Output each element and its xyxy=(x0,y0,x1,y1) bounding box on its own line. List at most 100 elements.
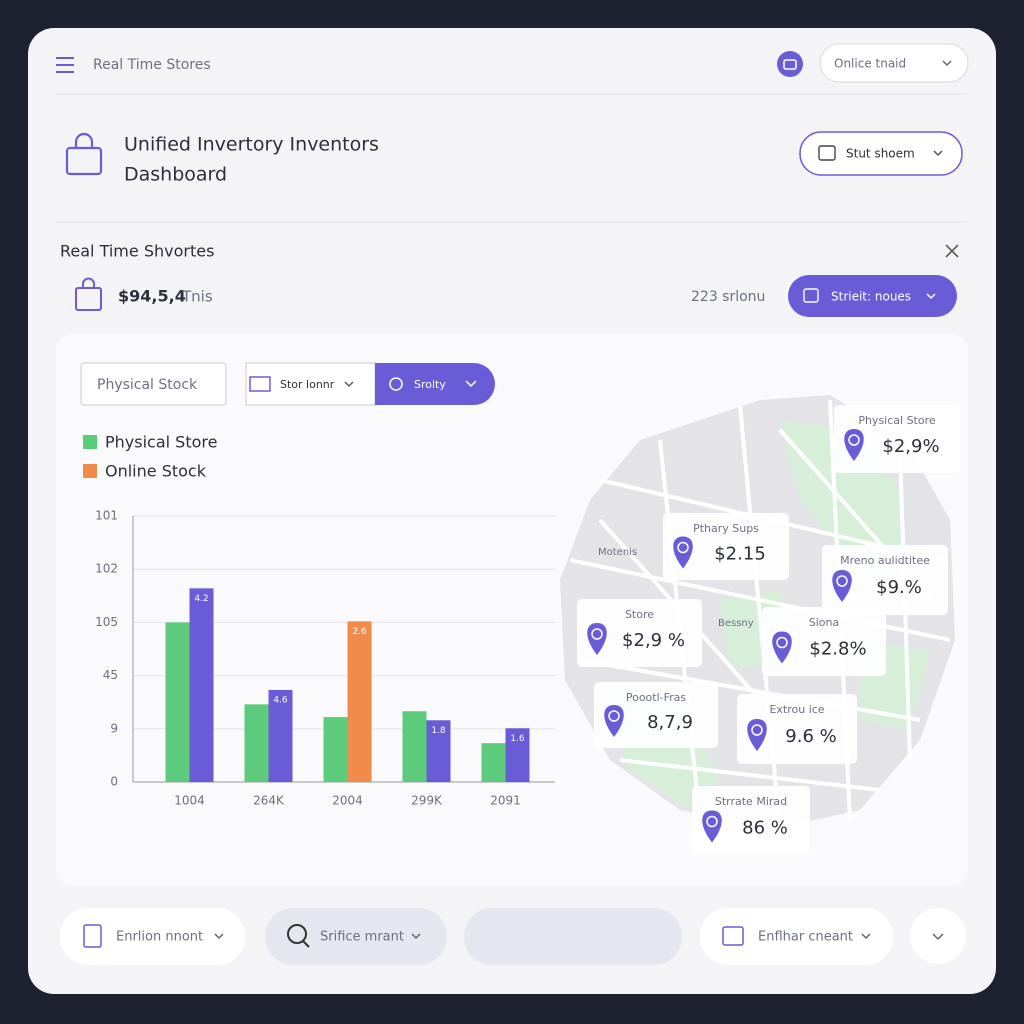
chevron xyxy=(942,60,952,67)
dropdown[interactable] xyxy=(819,43,969,83)
search-field[interactable] xyxy=(464,908,682,965)
count: 223 srlonu xyxy=(691,289,765,305)
map-pin-dot xyxy=(706,815,718,828)
map-card-label: Physical Store xyxy=(858,414,936,427)
map-card-value: 9.6 % xyxy=(785,726,836,747)
bar-label: 1.6 xyxy=(510,734,525,744)
chevron xyxy=(344,381,354,387)
map-card-label: Extrou ice xyxy=(769,703,824,716)
bottom-item[interactable] xyxy=(60,908,245,965)
map-card-value: $2,9% xyxy=(882,436,939,457)
map-card-label: Store xyxy=(625,608,654,621)
close-button[interactable] xyxy=(945,244,959,258)
bottom-item-label: Enrlion nnont xyxy=(116,930,203,945)
dashboard-title: Unified Invertory Inventors xyxy=(124,134,379,156)
legend-label: Physical Store xyxy=(105,433,217,452)
x-tick-label: 2091 xyxy=(490,794,521,808)
x-tick-label: 264K xyxy=(253,794,285,808)
map-pin-dot xyxy=(591,628,603,640)
more-button[interactable] xyxy=(910,908,966,964)
primary-button[interactable] xyxy=(788,275,957,317)
map: Motenis Bessny Physical Store $2,9% Pthary… xyxy=(560,395,960,855)
x-tick-label: 2004 xyxy=(332,794,363,808)
bar-label: 2.6 xyxy=(352,627,367,637)
legend-swatch xyxy=(83,464,97,478)
map-card-label: Strrate Mirad xyxy=(715,795,787,808)
button-icon xyxy=(818,145,836,161)
filter-box-label: Physical Stock xyxy=(97,377,198,393)
segment-icon xyxy=(249,376,271,392)
primary-button-label: Strieit: noues xyxy=(831,290,911,304)
search-icon xyxy=(287,924,307,944)
map-card xyxy=(577,599,702,667)
header-button[interactable] xyxy=(799,131,963,176)
map-card-label: Mreno aulidtitee xyxy=(840,554,930,567)
bar xyxy=(244,704,269,782)
bar-label: 4.6 xyxy=(273,695,288,705)
chevron xyxy=(465,380,477,388)
map-card-label: Poootl-Fras xyxy=(626,691,687,704)
chevron xyxy=(411,933,421,940)
map-pin-dot xyxy=(677,541,689,554)
filter-box[interactable] xyxy=(80,362,227,406)
map-pin-dot xyxy=(751,724,763,736)
y-tick-label: 105 xyxy=(95,615,118,629)
map-card xyxy=(692,786,810,855)
amount: $94,5,4 xyxy=(118,287,186,306)
bar xyxy=(268,689,293,782)
section-title: Real Time Shvortes xyxy=(60,242,214,261)
chevron xyxy=(932,933,944,941)
segment-active[interactable] xyxy=(375,363,495,405)
bottom-item[interactable] xyxy=(265,908,447,965)
map-pin-dot xyxy=(776,636,788,649)
bottom-item[interactable] xyxy=(700,908,893,965)
app-title: Real Time Stores xyxy=(93,57,211,73)
bag-icon xyxy=(75,277,102,311)
y-tick-label: 45 xyxy=(103,668,118,682)
bar-label: 4.2 xyxy=(194,594,208,604)
icon-glyph xyxy=(783,59,797,70)
map-pin-dot xyxy=(848,434,860,446)
bottom-item-label: Srifice mrant xyxy=(320,930,404,945)
chevron xyxy=(926,293,936,300)
bag-icon xyxy=(65,132,103,176)
map-pin-dot xyxy=(836,575,848,587)
map-pin-dot xyxy=(608,710,620,722)
map-card-value: 8,7,9 xyxy=(647,712,693,733)
map-card-value: 86 % xyxy=(742,818,788,839)
map-place: Bessny xyxy=(718,618,754,629)
map-place: Motenis xyxy=(598,547,637,558)
chevron xyxy=(214,933,224,940)
map-card-label: Pthary Sups xyxy=(693,522,759,535)
map-card-value: $2,9 % xyxy=(622,630,685,651)
bar xyxy=(505,728,530,782)
y-tick-label: 0 xyxy=(110,775,118,789)
y-tick-label: 9 xyxy=(110,721,118,735)
bar xyxy=(189,588,214,782)
bar xyxy=(165,622,190,782)
dropdown-label: Onlice tnaid xyxy=(834,57,906,71)
bar xyxy=(323,717,348,782)
notification-icon[interactable] xyxy=(777,51,803,77)
map-card xyxy=(834,405,960,473)
map-card-label: Siona xyxy=(809,616,839,629)
bar xyxy=(347,621,372,782)
map-card-value: $2.8% xyxy=(809,639,866,660)
segment-label: Srolty xyxy=(414,378,446,391)
amount-suffix: Tnis xyxy=(181,288,213,306)
legend-label: Online Stock xyxy=(105,462,207,481)
chevron xyxy=(933,150,943,157)
dashboard-title: Dashboard xyxy=(124,164,227,186)
menu-icon[interactable] xyxy=(56,57,74,73)
bar-label: 1.8 xyxy=(431,726,446,736)
map-card-value: $2.15 xyxy=(714,544,766,565)
x-tick-label: 1004 xyxy=(174,794,205,808)
legend-swatch xyxy=(83,435,97,449)
segment-label: Stor lonnr xyxy=(280,378,335,391)
y-tick-label: 101 xyxy=(95,509,118,523)
bar xyxy=(426,720,451,782)
header-button-label: Stut shoem xyxy=(846,147,915,161)
bar xyxy=(481,743,506,782)
search-icon xyxy=(302,940,310,948)
